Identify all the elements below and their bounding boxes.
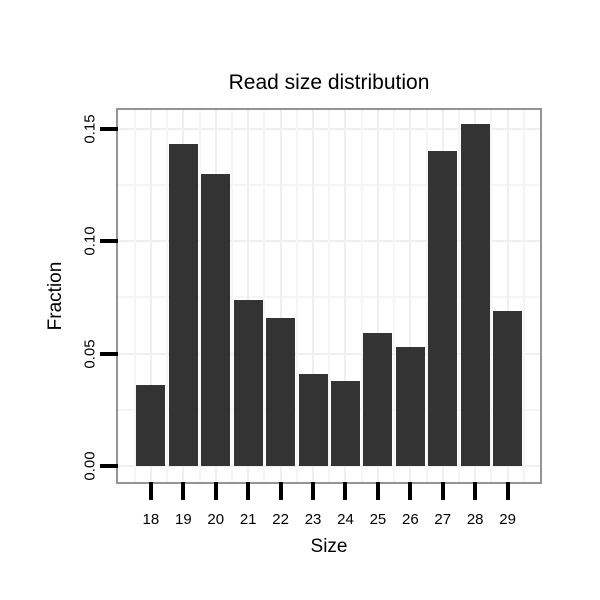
gridline-x-minor	[230, 110, 233, 482]
x-axis-title: Size	[310, 536, 348, 557]
x-tick	[408, 482, 413, 500]
gridline-x-minor	[457, 110, 460, 482]
bar-size-29	[493, 310, 523, 466]
gridline-x-major	[409, 110, 412, 482]
gridline-x-major	[149, 110, 152, 482]
x-tick	[473, 482, 478, 500]
x-tick-label: 29	[499, 511, 516, 528]
gridline-x-major	[247, 110, 250, 482]
gridline-x-minor	[425, 110, 428, 482]
bar-size-23	[298, 373, 328, 466]
x-tick-label: 23	[304, 511, 322, 528]
gridline-x-minor	[198, 110, 201, 482]
y-tick-label: 0.10	[81, 226, 99, 256]
x-tick-label: 24	[337, 511, 354, 528]
y-tick	[100, 239, 118, 243]
x-tick-label: 18	[142, 511, 160, 528]
x-tick	[181, 482, 186, 500]
y-tick-label: 0.00	[81, 451, 99, 481]
y-tick	[100, 464, 118, 468]
y-tick-label: 0.05	[81, 338, 99, 369]
x-tick	[343, 482, 348, 500]
x-tick-label: 25	[369, 511, 387, 528]
bar-size-26	[395, 346, 425, 466]
x-tick-label: 21	[239, 511, 257, 528]
gridline-x-major	[279, 110, 282, 482]
x-tick	[148, 482, 153, 500]
x-tick	[278, 482, 283, 500]
x-tick-label: 22	[272, 511, 289, 528]
y-tick	[100, 126, 118, 131]
x-tick	[440, 482, 445, 500]
bar-size-20	[201, 173, 231, 466]
gridline-x-minor	[328, 110, 331, 482]
y-tick-label: 0.15	[81, 113, 99, 144]
bar-size-27	[428, 151, 458, 466]
x-tick	[375, 482, 380, 500]
bar-size-24	[330, 380, 360, 466]
x-tick	[505, 482, 510, 500]
gridline-x-minor	[263, 110, 266, 482]
gridline-x-minor	[133, 110, 136, 482]
gridline-x-minor	[360, 110, 363, 482]
chart-title: Read size distribution	[228, 71, 430, 94]
gridline-x-minor	[393, 110, 396, 482]
bar-size-19	[168, 144, 198, 466]
x-tick-label: 20	[207, 511, 225, 528]
bar-size-21	[233, 299, 263, 466]
bar-size-18	[136, 385, 166, 466]
x-tick-label: 28	[466, 511, 484, 528]
x-tick	[311, 482, 316, 500]
gridline-x-major	[506, 110, 509, 482]
x-tick-label: 19	[174, 511, 192, 528]
bar-size-28	[460, 124, 490, 466]
plot-panel	[118, 110, 540, 482]
y-tick	[100, 351, 118, 356]
y-axis-title: Fraction	[45, 261, 66, 331]
gridline-x-minor	[295, 110, 298, 482]
gridline-x-major	[312, 110, 315, 482]
bar-size-25	[363, 333, 393, 466]
bar-size-22	[266, 317, 296, 466]
gridline-x-minor	[522, 110, 525, 482]
gridline-x-minor	[166, 110, 169, 482]
x-tick-label: 27	[434, 511, 452, 528]
gridline-x-major	[376, 110, 379, 482]
x-tick-label: 26	[401, 511, 419, 528]
gridline-x-major	[344, 110, 347, 482]
gridline-x-minor	[490, 110, 493, 482]
x-tick	[246, 482, 251, 500]
x-tick	[213, 482, 218, 500]
